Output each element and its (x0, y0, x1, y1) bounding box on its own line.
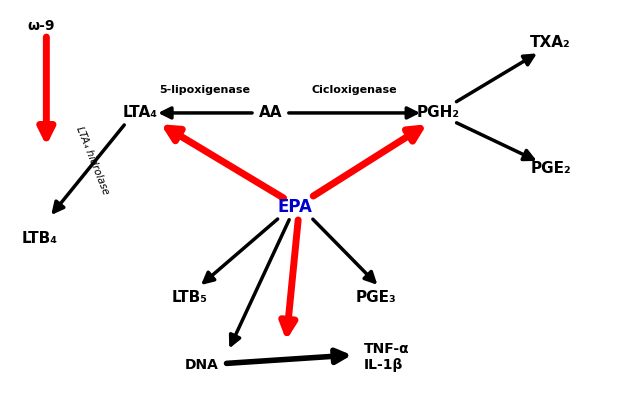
Text: PGH₂: PGH₂ (417, 105, 460, 120)
Text: TNF-α
IL-1β: TNF-α IL-1β (364, 342, 409, 372)
Text: Cicloxigenase: Cicloxigenase (311, 85, 398, 95)
Text: PGE₂: PGE₂ (530, 160, 571, 176)
Text: LTA₄: LTA₄ (122, 105, 157, 120)
Text: 5-lipoxigenase: 5-lipoxigenase (160, 85, 251, 95)
Text: ω-9: ω-9 (28, 18, 55, 32)
Text: DNA: DNA (185, 358, 219, 372)
Text: PGE₃: PGE₃ (356, 290, 397, 305)
Text: LTB₅: LTB₅ (171, 290, 207, 305)
Text: TXA₂: TXA₂ (530, 35, 571, 49)
Text: AA: AA (259, 105, 282, 120)
Text: EPA: EPA (278, 198, 313, 216)
Text: LTB₄: LTB₄ (22, 231, 58, 246)
Text: LTA₄ hidrolase: LTA₄ hidrolase (74, 124, 111, 196)
